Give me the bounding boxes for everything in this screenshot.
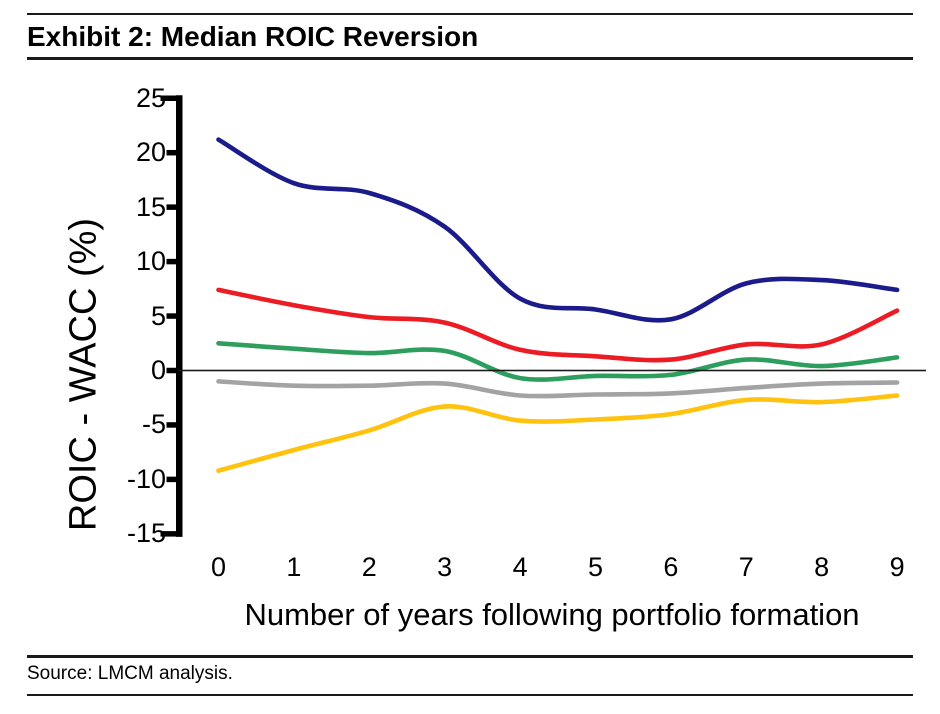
zero-line — [178, 369, 926, 372]
series-gray-line — [216, 379, 900, 399]
y-axis-tick — [166, 258, 183, 265]
series-red-line — [216, 287, 900, 363]
x-tick-label: 7 — [738, 552, 754, 582]
x-tick-label: 2 — [361, 552, 377, 582]
x-axis-title: Number of years following portfolio form… — [244, 597, 860, 632]
x-tick-label: 0 — [210, 552, 227, 582]
series-gold-line — [216, 393, 900, 473]
y-axis-tick — [166, 367, 183, 374]
y-tick-label: -10 — [126, 463, 166, 494]
y-axis-tick — [160, 531, 183, 537]
x-tick-label: 8 — [814, 552, 830, 582]
exhibit-title: Exhibit 2: Median ROIC Reversion — [27, 21, 479, 52]
y-axis-tick — [166, 204, 183, 210]
y-tick-label: 25 — [135, 82, 166, 113]
top-rule — [27, 13, 913, 15]
series-navy-line — [216, 137, 900, 323]
footer-divider-rule — [27, 655, 913, 658]
series-green-line — [216, 340, 900, 382]
bottom-rule — [27, 694, 913, 696]
y-axis-tick — [166, 313, 183, 319]
x-tick-label: 1 — [286, 552, 302, 582]
y-tick-label: 5 — [150, 300, 166, 331]
x-tick-label: 6 — [663, 552, 679, 582]
plot-area — [160, 95, 926, 537]
y-axis-tick — [166, 149, 183, 156]
x-tick-label: 3 — [437, 552, 453, 582]
y-axis-tick — [160, 95, 183, 101]
y-axis-tick — [166, 476, 183, 483]
y-tick-label: 15 — [135, 191, 166, 222]
y-tick-label: 0 — [150, 355, 166, 385]
y-axis-tick — [166, 422, 183, 428]
y-tick-label: -15 — [126, 518, 166, 549]
y-tick-label: -5 — [141, 409, 166, 440]
x-tick-label: 9 — [889, 552, 905, 582]
x-tick-label: 5 — [587, 552, 604, 582]
y-tick-label: 10 — [135, 246, 166, 277]
source-text: Source: LMCM analysis. — [27, 663, 233, 684]
title-divider-rule — [27, 57, 913, 60]
x-tick-label: 4 — [512, 552, 528, 582]
y-tick-label: 20 — [135, 137, 166, 168]
